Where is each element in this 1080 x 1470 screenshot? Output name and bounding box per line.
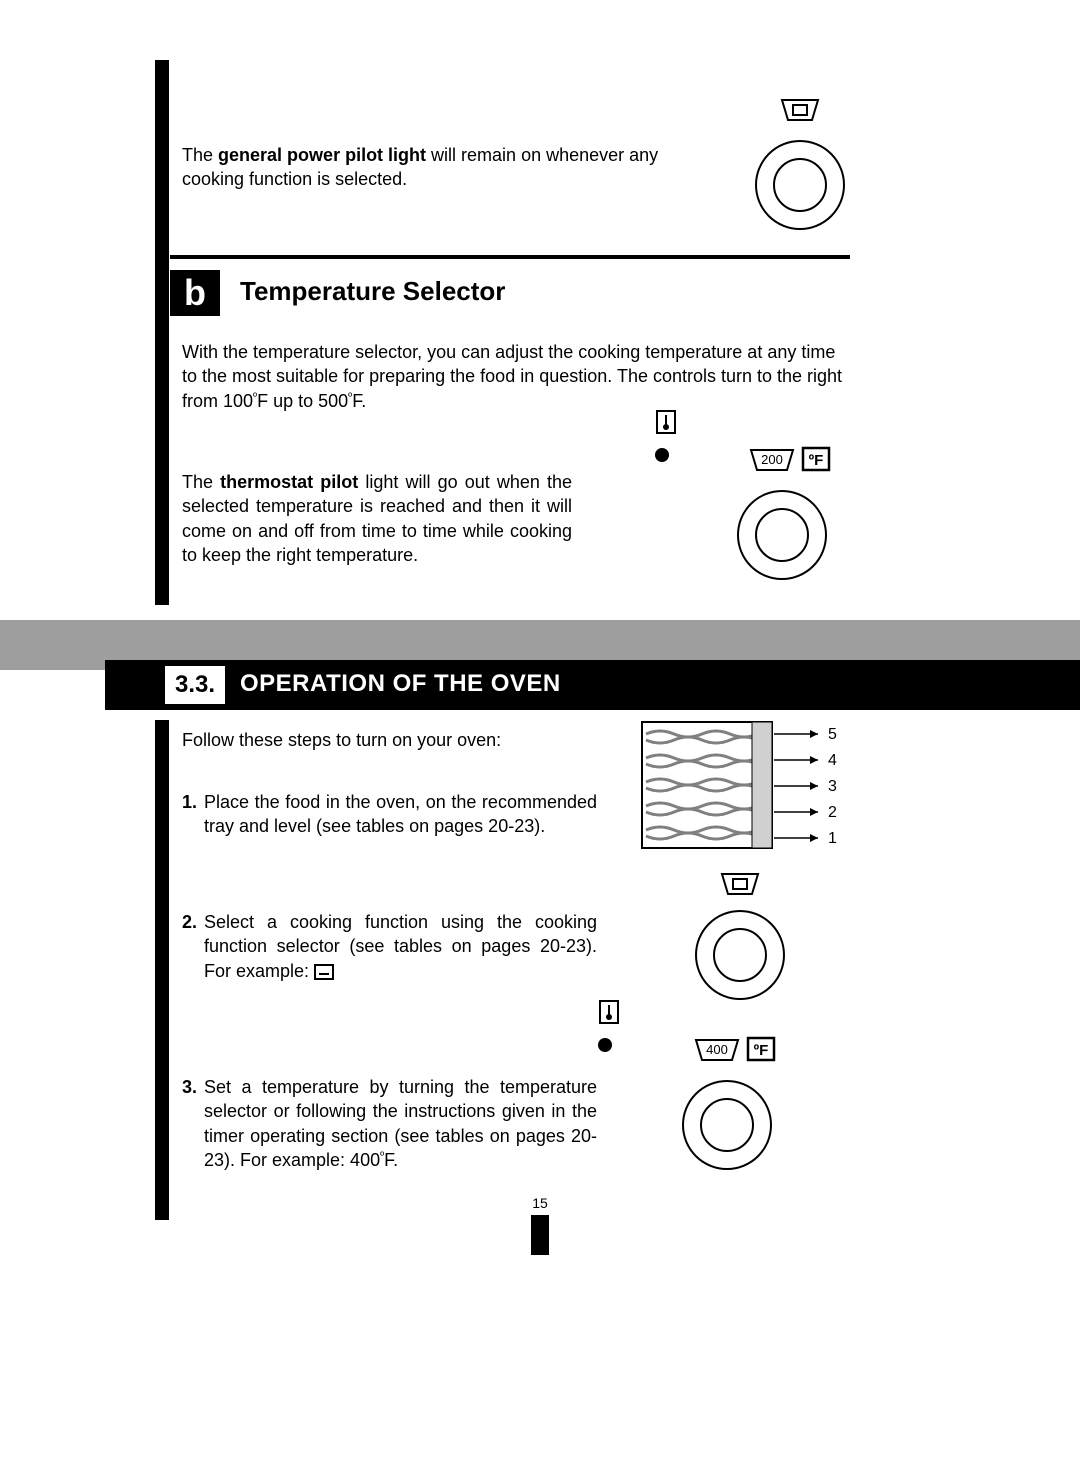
step-number: 2.: [182, 910, 204, 934]
vertical-rule-top: [155, 60, 169, 605]
bold-text: general power pilot light: [218, 145, 426, 165]
function-selector-dial: [740, 90, 860, 250]
step-text: Set a temperature by turning the tempera…: [204, 1075, 597, 1172]
temp-selector-paragraph: With the temperature selector, you can a…: [182, 340, 852, 413]
pilot-light-dot: [655, 448, 669, 462]
temperature-dial-400: 400 ºF: [680, 1030, 810, 1190]
text: Select a cooking function using the cook…: [204, 912, 597, 981]
temp-unit: ºF: [754, 1042, 769, 1059]
step-number: 1.: [182, 790, 204, 814]
temp-value: 400: [706, 1042, 728, 1057]
step-text: Place the food in the oven, on the recom…: [204, 790, 597, 839]
page-number-bar: [531, 1215, 549, 1255]
thermometer-icon: [598, 1000, 620, 1024]
section-b-title: Temperature Selector: [240, 276, 505, 307]
function-inline-icon: [314, 964, 334, 980]
step-3: 3. Set a temperature by turning the temp…: [182, 1075, 597, 1172]
temp-value: 200: [761, 452, 783, 467]
step-text: Select a cooking function using the cook…: [204, 910, 597, 983]
page: The general power pilot light will remai…: [0, 0, 1080, 1470]
level-2: 2: [828, 804, 837, 821]
pilot-light-paragraph: The general power pilot light will remai…: [182, 143, 702, 192]
text: F.: [352, 391, 366, 411]
temp-unit: ºF: [809, 452, 824, 469]
text: F up to 500: [257, 391, 348, 411]
vertical-rule-bottom: [155, 720, 169, 1220]
text: The: [182, 145, 218, 165]
thermometer-icon: [655, 410, 677, 434]
step-2: 2. Select a cooking function using the c…: [182, 910, 597, 983]
bold-text: thermostat pilot: [220, 472, 358, 492]
intro-text: Follow these steps to turn on your oven:: [182, 730, 501, 751]
function-selector-dial-2: [680, 870, 800, 1030]
level-4: 4: [828, 752, 837, 769]
page-number: 15: [0, 1195, 1080, 1211]
section-number: 3.3.: [165, 666, 225, 704]
level-5: 5: [828, 726, 837, 743]
level-3: 3: [828, 778, 837, 795]
step-1: 1. Place the food in the oven, on the re…: [182, 790, 597, 839]
pilot-light-dot: [598, 1038, 612, 1052]
thermostat-paragraph: The thermostat pilot light will go out w…: [182, 470, 572, 567]
section-title: OPERATION OF THE OVEN: [240, 670, 561, 698]
text: The: [182, 472, 220, 492]
divider: [170, 255, 850, 259]
section-letter-b: b: [170, 270, 220, 316]
text: Set a temperature by turning the tempera…: [204, 1077, 597, 1170]
temperature-dial-200: 200 ºF: [735, 440, 865, 600]
oven-rack-diagram: 5 4 3 2 1: [640, 720, 860, 860]
step-number: 3.: [182, 1075, 204, 1099]
level-1: 1: [828, 830, 837, 847]
text: F.: [384, 1150, 398, 1170]
